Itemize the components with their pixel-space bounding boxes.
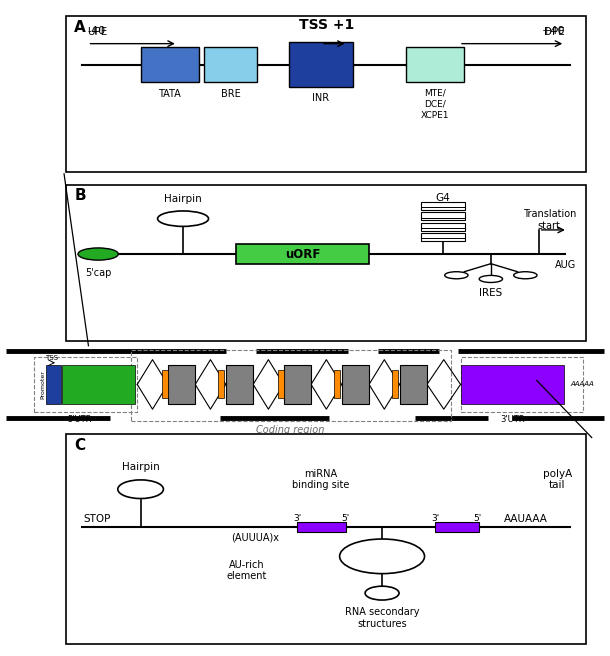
Text: 5': 5' [473, 514, 482, 523]
Text: 3': 3' [293, 514, 301, 523]
Bar [284, 365, 311, 403]
Bar [46, 365, 61, 403]
Bar [435, 522, 479, 532]
Bar [297, 522, 346, 532]
Text: DCE/: DCE/ [425, 100, 446, 109]
Text: MTE/: MTE/ [425, 89, 446, 98]
Text: miRNA
binding site: miRNA binding site [292, 468, 350, 490]
Bar [421, 202, 465, 210]
Circle shape [479, 276, 503, 283]
Text: uORF: uORF [285, 247, 320, 260]
Circle shape [78, 248, 118, 260]
Circle shape [157, 211, 209, 226]
Bar [204, 47, 257, 82]
Text: AUG: AUG [554, 260, 576, 270]
Text: polyA
tail: polyA tail [542, 468, 572, 490]
Bar [334, 371, 340, 398]
Text: AAAAA: AAAAA [570, 381, 594, 388]
Text: STOP: STOP [84, 514, 110, 524]
Bar [218, 371, 224, 398]
Text: 5'UTR: 5'UTR [67, 415, 91, 424]
Text: Promoter: Promoter [40, 370, 45, 399]
Text: 3': 3' [431, 514, 439, 523]
Text: TSS +1: TSS +1 [299, 18, 354, 32]
Text: XCPE1: XCPE1 [421, 111, 450, 120]
Circle shape [445, 272, 468, 279]
FancyBboxPatch shape [66, 434, 586, 644]
Text: 5': 5' [341, 514, 349, 523]
Text: Hairpin: Hairpin [122, 462, 159, 472]
Text: TATA: TATA [159, 89, 181, 98]
Text: DPE: DPE [544, 28, 565, 37]
Bar [289, 42, 353, 87]
Text: INR: INR [312, 93, 329, 104]
Circle shape [118, 480, 163, 499]
Text: (AUUUA)x: (AUUUA)x [231, 533, 279, 543]
Text: A: A [74, 20, 86, 35]
Bar [62, 365, 135, 403]
Bar [406, 47, 464, 82]
Text: TSS: TSS [45, 355, 59, 361]
Text: IRES: IRES [479, 288, 503, 298]
Text: RNA secondary
structures: RNA secondary structures [345, 607, 419, 629]
Bar [392, 371, 398, 398]
Text: BRE: BRE [221, 89, 241, 98]
Text: Coding region: Coding region [256, 426, 324, 436]
Text: 3'UTR: 3'UTR [500, 415, 525, 424]
Bar [342, 365, 369, 403]
Bar [421, 213, 465, 220]
Text: B: B [74, 188, 86, 203]
Text: Translation
start: Translation start [523, 209, 576, 231]
Text: G4: G4 [436, 193, 450, 203]
Bar [421, 222, 465, 231]
FancyBboxPatch shape [66, 16, 586, 173]
Bar [226, 365, 253, 403]
Text: AAUAAA: AAUAAA [503, 514, 547, 524]
Bar [168, 365, 195, 403]
Bar [236, 243, 369, 264]
Text: -40: -40 [88, 26, 106, 36]
Text: +40: +40 [542, 26, 565, 36]
Circle shape [340, 539, 425, 573]
Bar [461, 365, 564, 403]
Bar [278, 371, 284, 398]
Circle shape [514, 272, 537, 279]
Text: C: C [74, 438, 85, 453]
Text: AU-rich
element: AU-rich element [226, 560, 267, 581]
Bar [400, 365, 427, 403]
Bar [421, 233, 465, 241]
Text: 5'cap: 5'cap [85, 268, 112, 277]
Circle shape [365, 586, 399, 600]
Bar [162, 371, 168, 398]
FancyBboxPatch shape [66, 185, 586, 341]
Bar [140, 47, 199, 82]
Text: Hairpin: Hairpin [164, 194, 202, 204]
Text: UPE: UPE [88, 28, 108, 37]
